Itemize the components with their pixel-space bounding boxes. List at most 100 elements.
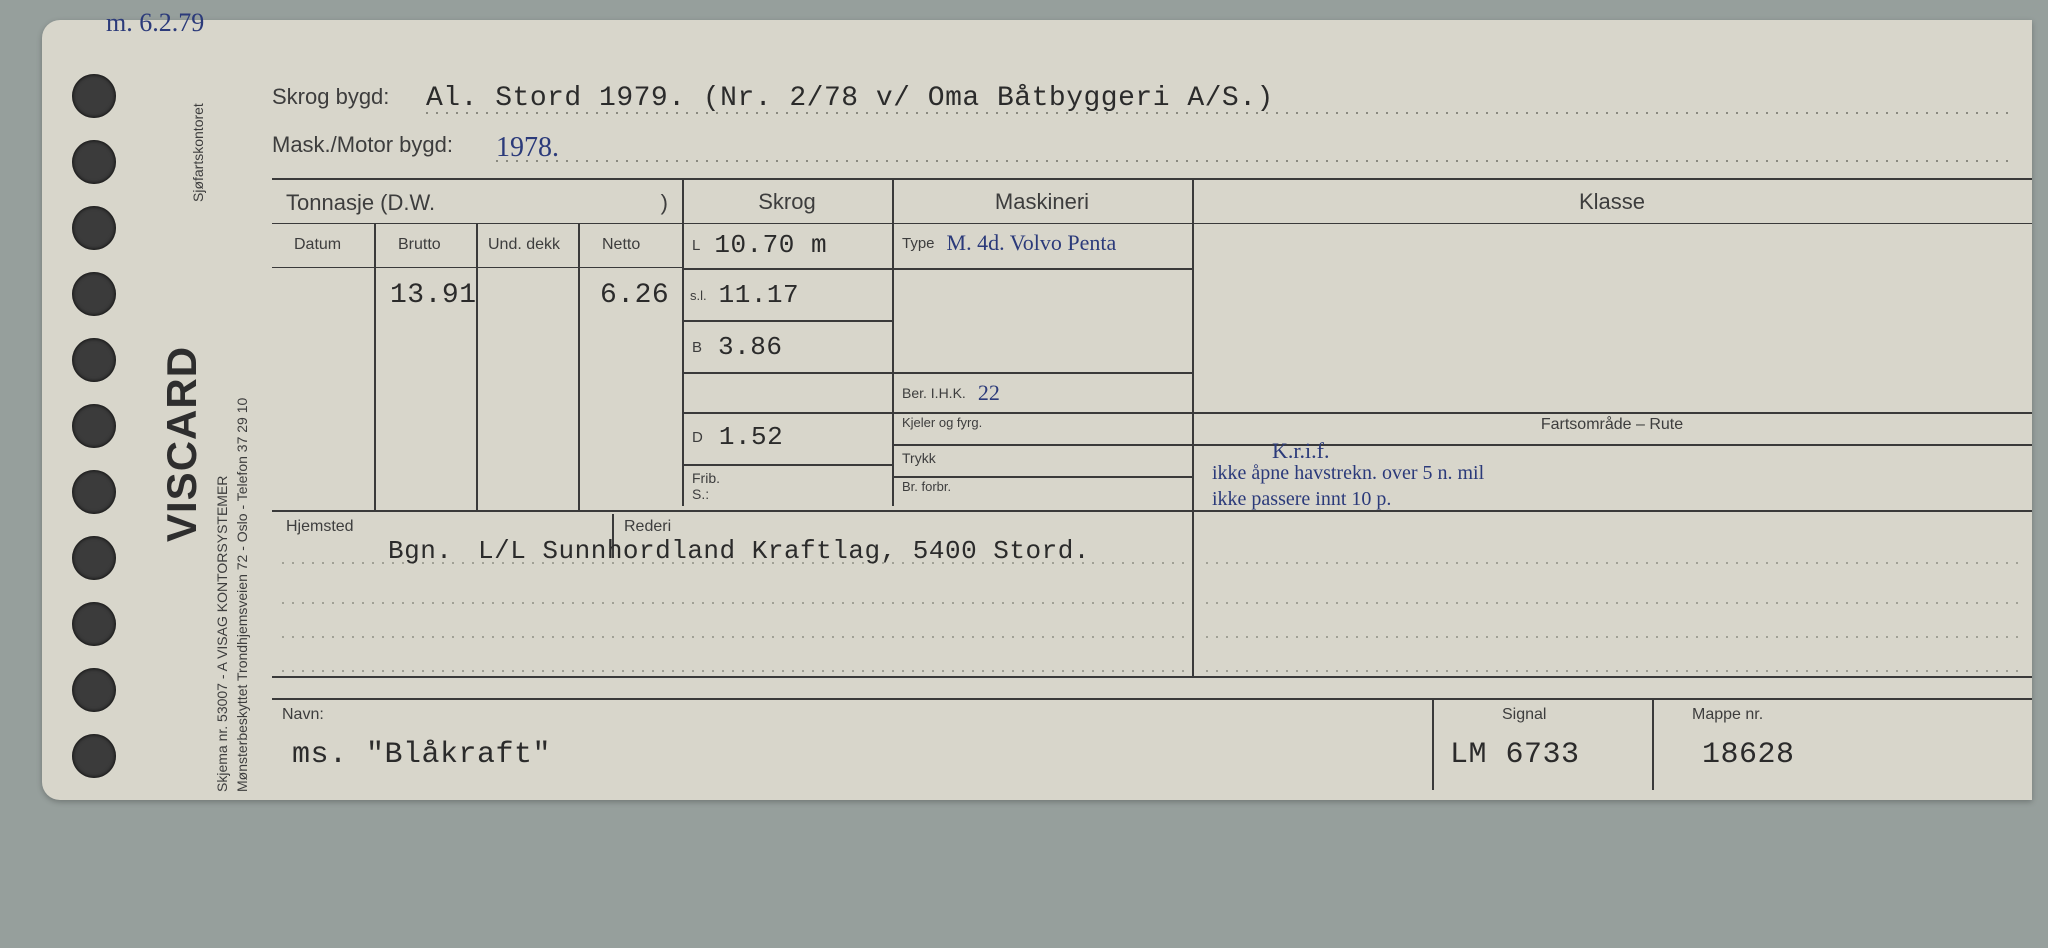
punch-hole (72, 470, 116, 514)
mask-bygd-label: Mask./Motor bygd: (272, 132, 453, 158)
skrog-h2 (682, 320, 892, 322)
header-mask-bygd: Mask./Motor bygd: 1978. (272, 124, 2012, 164)
hjemsted-dots2 (278, 578, 1188, 604)
col-unddekk: Und. dekk (488, 236, 560, 254)
cell-L: L 10.70 m (692, 230, 827, 260)
mask-header: Maskineri (892, 180, 1192, 224)
punch-hole (72, 272, 116, 316)
col-netto: Netto (602, 236, 640, 254)
klasse-dots3 (1202, 612, 2022, 638)
rederi-label: Rederi (624, 518, 671, 536)
punch-hole (72, 734, 116, 778)
tonnasje-header: Tonnasje (D.W. ) (272, 180, 682, 224)
mappe-label: Mappe nr. (1692, 706, 1763, 724)
punch-hole (72, 536, 116, 580)
hjemsted-dots4 (278, 646, 1188, 672)
footer-v1 (1432, 698, 1434, 790)
col-brutto: Brutto (398, 236, 441, 254)
farts-label: Fartsområde – Rute (1192, 416, 2032, 434)
col-datum: Datum (294, 236, 341, 254)
signal-label: Signal (1502, 706, 1546, 724)
ber-value: 22 (978, 380, 1000, 406)
footer: Navn: ms. "Blåkraft" Signal LM 6733 Mapp… (272, 698, 2032, 790)
ber-label: Ber. I.H.K. (902, 385, 966, 401)
form-area: Skrog bygd: Al. Stord 1979. (Nr. 2/78 v/… (272, 60, 2032, 790)
navn-value: ms. "Blåkraft" (292, 738, 551, 772)
vline-skrog (682, 180, 684, 506)
frib-label: Frib. (692, 470, 720, 486)
side-right-label: Sjøfartskontoret (190, 103, 206, 202)
klasse-label: Klasse (1579, 189, 1645, 215)
sl-label: s.l. (690, 288, 707, 303)
punch-hole (72, 206, 116, 250)
trykk-label: Trykk (902, 450, 936, 466)
punch-hole (72, 74, 116, 118)
farts-note3: ikke passere innt 10 p. (1212, 488, 1391, 511)
sep-above-hjemsted (272, 510, 2032, 512)
cell-trykk: Trykk (902, 450, 942, 466)
ton-body-v3 (578, 268, 580, 510)
farts-note2: ikke åpne havstrekn. over 5 n. mil (1212, 462, 1484, 485)
type-label: Type (902, 235, 935, 252)
navn-label: Navn: (282, 706, 324, 724)
D-value: 1.52 (719, 422, 783, 452)
tonnasje-label: Tonnasje (D.W. (286, 190, 435, 216)
punch-hole (72, 602, 116, 646)
cell-D: D 1.52 (692, 422, 783, 452)
skrog-h1 (682, 268, 892, 270)
mask-h3 (892, 412, 1192, 414)
skrog-h3 (682, 372, 892, 374)
cell-sl: s.l. 11.17 (690, 280, 799, 310)
type-value: M. 4d. Volvo Penta (947, 230, 1117, 256)
side-line2: Mønsterbeskyttet Trondhjemsveien 72 - Os… (234, 398, 250, 792)
klasse-dots2 (1202, 578, 2022, 604)
skrog-label: Skrog (758, 189, 815, 215)
ton-v3 (578, 224, 580, 267)
cell-frib: Frib. S.: (692, 470, 726, 502)
side-line1: Skjema nr. 53007 - A VISAG KONTORSYSTEME… (214, 476, 230, 792)
cell-farts-label: Fartsområde – Rute (1192, 416, 2032, 434)
ton-body-v1 (374, 268, 376, 510)
punch-hole (72, 338, 116, 382)
rederi-value: L/L Sunnhordland Kraftlag, 5400 Stord. (478, 536, 1090, 566)
brutto-value: 13.91 (390, 280, 477, 311)
top-handwritten-date: m. 6.2.79 (106, 8, 204, 38)
B-label: B (692, 339, 702, 356)
skrog-h4 (682, 412, 892, 414)
side-print-strip: VISCARD Skjema nr. 53007 - A VISAG KONTO… (158, 72, 254, 770)
mask-h4 (892, 444, 1192, 446)
ton-v2 (476, 224, 478, 267)
cell-B: B 3.86 (692, 332, 782, 362)
cell-br: Br. forbr. (902, 480, 957, 493)
mappe-value: 18628 (1702, 738, 1795, 772)
skrog-bygd-label: Skrog bygd: (272, 84, 389, 110)
main-table: Tonnasje (D.W. ) Datum Brutto Und. dekk … (272, 178, 2032, 678)
cell-ber: Ber. I.H.K. 22 (902, 380, 1000, 406)
punch-hole (72, 404, 116, 448)
tonnasje-columns: Datum Brutto Und. dekk Netto (272, 224, 682, 268)
hjemsted-dots1: Bgn. L/L Sunnhordland Kraftlag, 5400 Sto… (278, 538, 1188, 564)
netto-value: 6.26 (600, 280, 669, 311)
klasse-dots1 (1202, 538, 2022, 564)
L-value: 10.70 m (714, 230, 827, 260)
cell-type: Type M. 4d. Volvo Penta (902, 230, 1116, 256)
skrog-bygd-value: Al. Stord 1979. (Nr. 2/78 v/ Oma Båtbygg… (426, 83, 1274, 114)
mask-h1 (892, 268, 1192, 270)
skrog-bygd-dotline: Al. Stord 1979. (Nr. 2/78 v/ Oma Båtbygg… (422, 84, 2012, 114)
hjemsted-label: Hjemsted (286, 518, 354, 536)
hjemsted-value: Bgn. (388, 536, 452, 566)
mask-h2 (892, 372, 1192, 374)
index-card: m. 6.2.79 VISCARD Skjema nr. 53007 - A V… (42, 20, 2032, 800)
klasse-h1 (1192, 412, 2032, 414)
mask-bygd-dotline: 1978. (492, 132, 2012, 162)
footer-top-line (272, 698, 2032, 700)
br-label: Br. forbr. (902, 480, 951, 493)
ton-v1 (374, 224, 376, 267)
mask-label: Maskineri (995, 189, 1089, 215)
mask-bygd-value: 1978. (496, 132, 559, 164)
klasse-header: Klasse (1192, 180, 2032, 224)
tonnasje-close: ) (661, 190, 668, 216)
brand-logo: VISCARD (158, 346, 206, 542)
punch-hole (72, 140, 116, 184)
L-label: L (692, 237, 700, 254)
